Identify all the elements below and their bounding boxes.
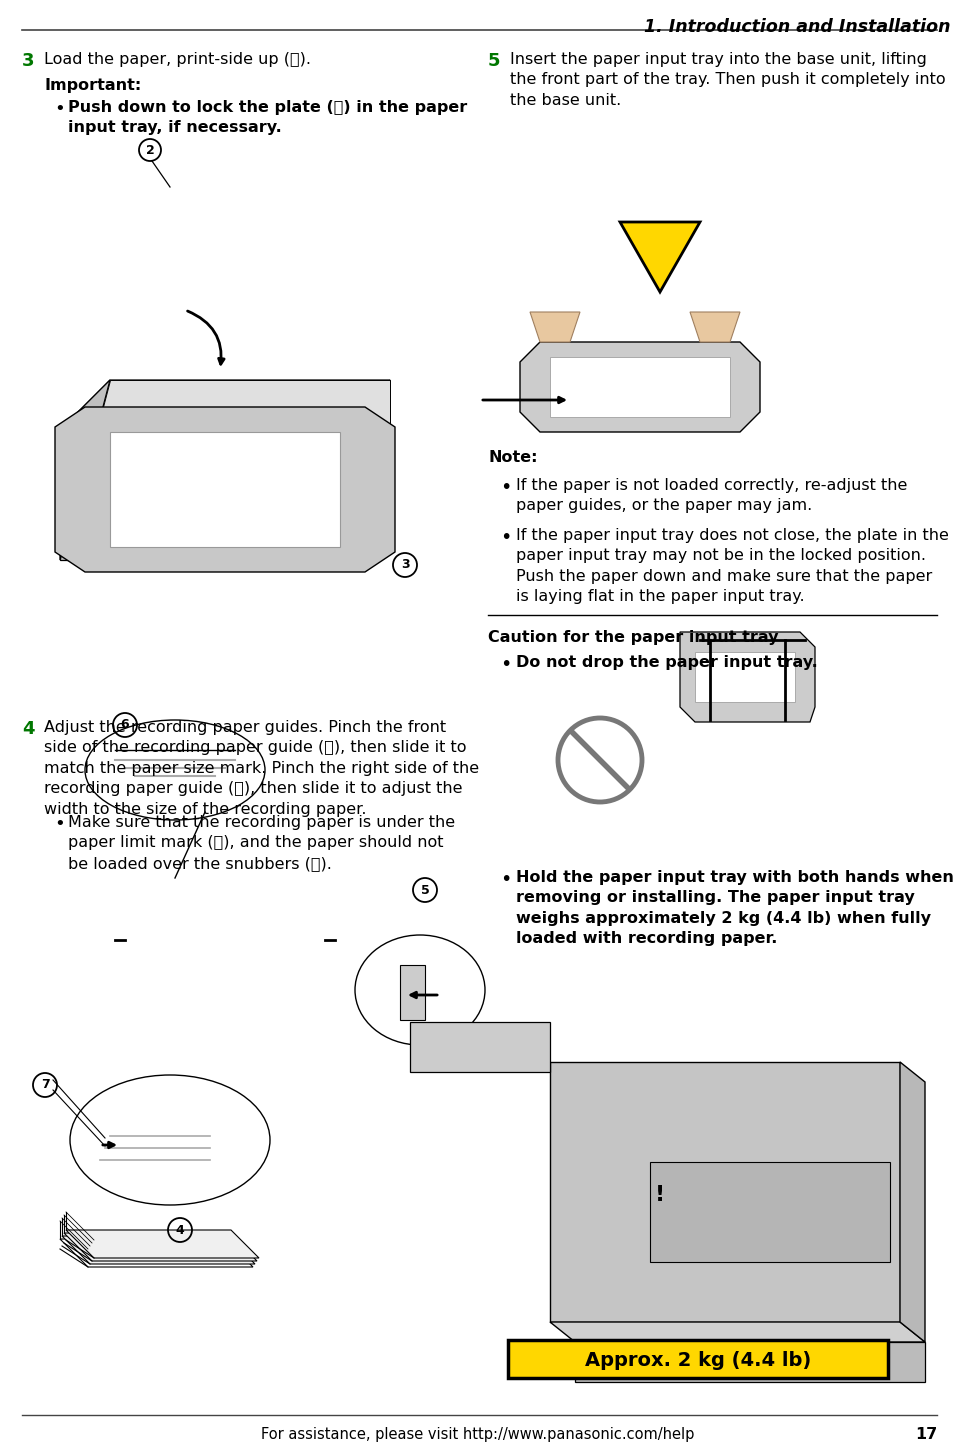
Polygon shape	[690, 311, 740, 342]
Text: Note:: Note:	[488, 450, 538, 464]
Polygon shape	[60, 381, 390, 430]
Polygon shape	[410, 1022, 550, 1071]
Polygon shape	[55, 407, 395, 572]
Text: 1. Introduction and Installation: 1. Introduction and Installation	[643, 17, 950, 36]
Text: •: •	[500, 870, 511, 890]
Ellipse shape	[70, 1074, 270, 1206]
Ellipse shape	[355, 934, 485, 1045]
Text: 4: 4	[176, 1223, 185, 1236]
Text: Push down to lock the plate (Ⓑ) in the paper
input tray, if necessary.: Push down to lock the plate (Ⓑ) in the p…	[68, 99, 467, 136]
Text: •: •	[500, 528, 511, 547]
Text: 5: 5	[488, 52, 501, 71]
Text: !: !	[655, 1185, 665, 1206]
Text: Hold the paper input tray with both hands when
removing or installing. The paper: Hold the paper input tray with both hand…	[516, 870, 954, 946]
Polygon shape	[680, 632, 815, 722]
Text: •: •	[54, 99, 65, 118]
Text: Caution for the paper input tray: Caution for the paper input tray	[488, 630, 778, 645]
Bar	[400, 965, 425, 1019]
Text: If the paper is not loaded correctly, re-adjust the
paper guides, or the paper m: If the paper is not loaded correctly, re…	[516, 477, 907, 513]
Polygon shape	[62, 1236, 255, 1265]
Polygon shape	[530, 311, 580, 342]
Text: Make sure that the recording paper is under the
paper limit mark (Ⓔ), and the pa: Make sure that the recording paper is un…	[68, 815, 456, 871]
Polygon shape	[695, 652, 795, 702]
Polygon shape	[550, 358, 730, 417]
Text: Insert the paper input tray into the base unit, lifting
the front part of the tr: Insert the paper input tray into the bas…	[510, 52, 946, 108]
Text: 3: 3	[22, 52, 34, 71]
Text: •: •	[54, 815, 65, 833]
Polygon shape	[64, 1233, 257, 1260]
Circle shape	[558, 718, 642, 802]
Polygon shape	[60, 381, 110, 559]
Polygon shape	[620, 222, 700, 291]
Text: Approx. 2 kg (4.4 lb): Approx. 2 kg (4.4 lb)	[585, 1351, 812, 1370]
Polygon shape	[66, 1230, 259, 1257]
Polygon shape	[575, 1343, 925, 1381]
Text: Adjust the recording paper guides. Pinch the front
side of the recording paper g: Adjust the recording paper guides. Pinch…	[44, 720, 479, 816]
Polygon shape	[650, 1162, 890, 1262]
Text: 3: 3	[401, 558, 410, 571]
Text: If the paper input tray does not close, the plate in the
paper input tray may no: If the paper input tray does not close, …	[516, 528, 949, 604]
Text: •: •	[500, 655, 511, 673]
Text: For assistance, please visit http://www.panasonic.com/help: For assistance, please visit http://www.…	[261, 1428, 695, 1442]
Text: 6: 6	[121, 718, 129, 731]
Polygon shape	[900, 1061, 925, 1343]
Text: •: •	[500, 477, 511, 497]
Text: 5: 5	[421, 884, 430, 897]
Polygon shape	[76, 381, 390, 510]
Ellipse shape	[85, 720, 265, 820]
FancyBboxPatch shape	[508, 1340, 888, 1379]
Text: 2: 2	[145, 144, 154, 157]
Text: Load the paper, print-side up (Ⓐ).: Load the paper, print-side up (Ⓐ).	[44, 52, 311, 66]
Polygon shape	[520, 342, 760, 433]
Text: Do not drop the paper input tray.: Do not drop the paper input tray.	[516, 655, 817, 671]
Polygon shape	[60, 430, 365, 559]
Polygon shape	[60, 1239, 253, 1268]
Text: 7: 7	[40, 1079, 50, 1092]
Polygon shape	[550, 1061, 900, 1322]
Polygon shape	[365, 381, 390, 559]
Text: 17: 17	[915, 1428, 937, 1442]
Polygon shape	[550, 1322, 925, 1343]
Text: 4: 4	[22, 720, 34, 738]
Polygon shape	[110, 433, 340, 547]
Text: Important:: Important:	[44, 78, 142, 92]
